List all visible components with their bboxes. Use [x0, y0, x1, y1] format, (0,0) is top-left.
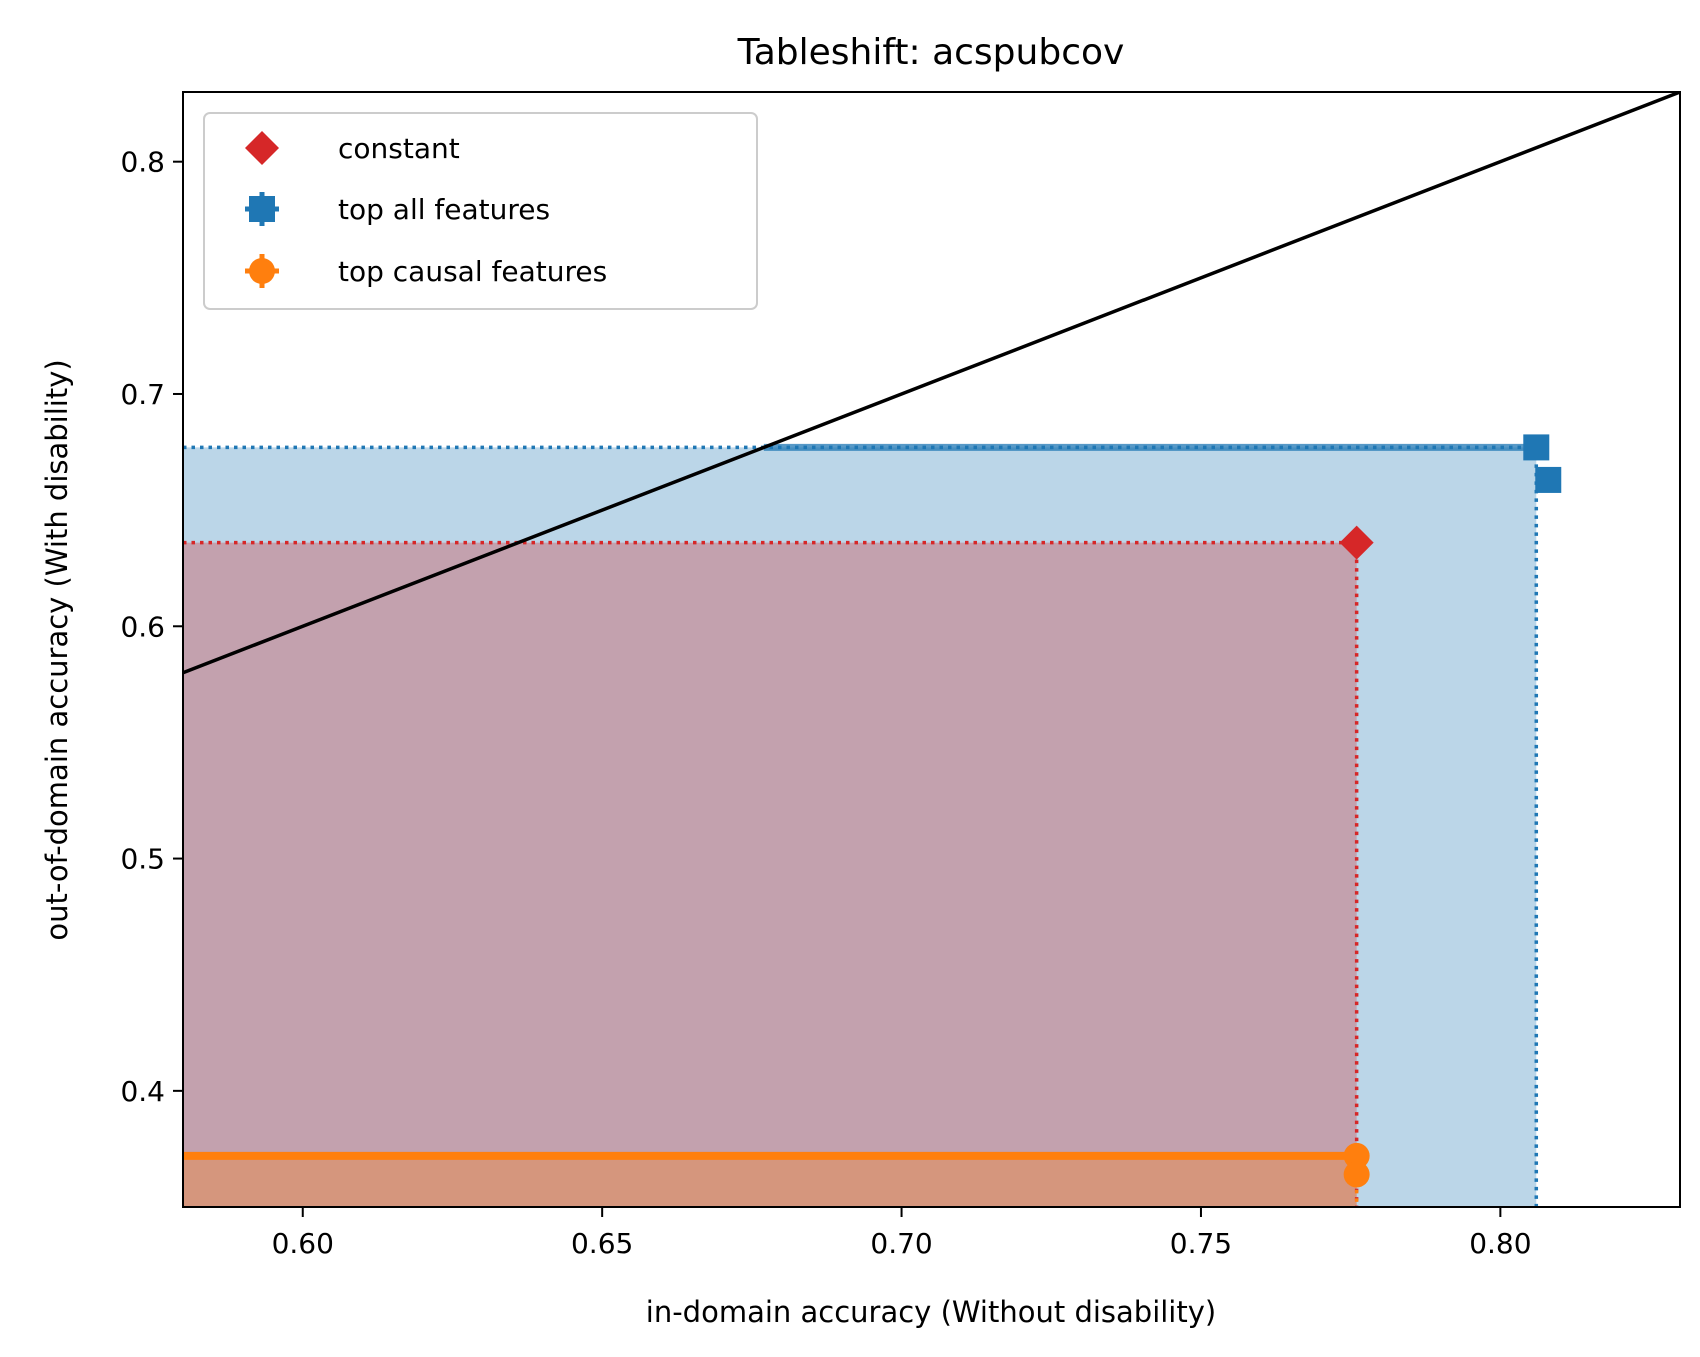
threshold-lines — [183, 443, 1539, 1207]
plot-frame — [182, 91, 1681, 1208]
legend-label: constant — [338, 132, 460, 165]
threshold-regions — [183, 447, 1537, 1207]
y-tick-label: 0.8 — [120, 146, 165, 179]
legend-box — [203, 112, 758, 310]
y-axis-ticks: 0.4 0.5 0.6 0.7 0.8 — [120, 146, 183, 1108]
x-tick-label: 0.80 — [1469, 1227, 1531, 1260]
x-tick-label: 0.65 — [571, 1227, 633, 1260]
legend-label: top causal features — [338, 255, 607, 288]
x-axis-label: in-domain accuracy (Without disability) — [646, 1295, 1216, 1329]
y-tick-label: 0.5 — [120, 843, 165, 876]
y-tick-label: 0.4 — [120, 1075, 165, 1108]
data-markers — [1339, 434, 1562, 1188]
identity-line — [183, 92, 1680, 675]
y-tick-label: 0.6 — [120, 610, 165, 643]
legend-marker-diamond — [245, 131, 279, 165]
x-tick-label: 0.75 — [1170, 1227, 1232, 1260]
y-axis-label: out-of-domain accuracy (With disability) — [40, 359, 74, 940]
chart-title: Tableshift: acspubcov — [737, 32, 1125, 73]
y-tick-label: 0.7 — [120, 378, 165, 411]
marker-diamond-1 — [1339, 525, 1374, 560]
region-diamond — [183, 542, 1357, 1207]
x-tick-label: 0.60 — [272, 1227, 334, 1260]
legend-label: top all features — [338, 193, 550, 226]
legend-marker-circle — [249, 258, 275, 284]
marker-square-1 — [1523, 434, 1550, 461]
legend: constant top all features top causal featu… — [203, 112, 758, 310]
x-axis-ticks: 0.60 0.65 0.70 0.75 0.80 — [272, 1207, 1532, 1260]
marker-circle-2 — [1343, 1161, 1370, 1188]
x-tick-label: 0.70 — [870, 1227, 932, 1260]
legend-marker-square — [249, 196, 275, 222]
marker-square-2 — [1535, 466, 1562, 493]
marker-circle-1 — [1343, 1142, 1370, 1169]
region-circle — [183, 1155, 1357, 1207]
region-square — [183, 447, 1537, 1207]
reference-line — [183, 92, 1680, 675]
